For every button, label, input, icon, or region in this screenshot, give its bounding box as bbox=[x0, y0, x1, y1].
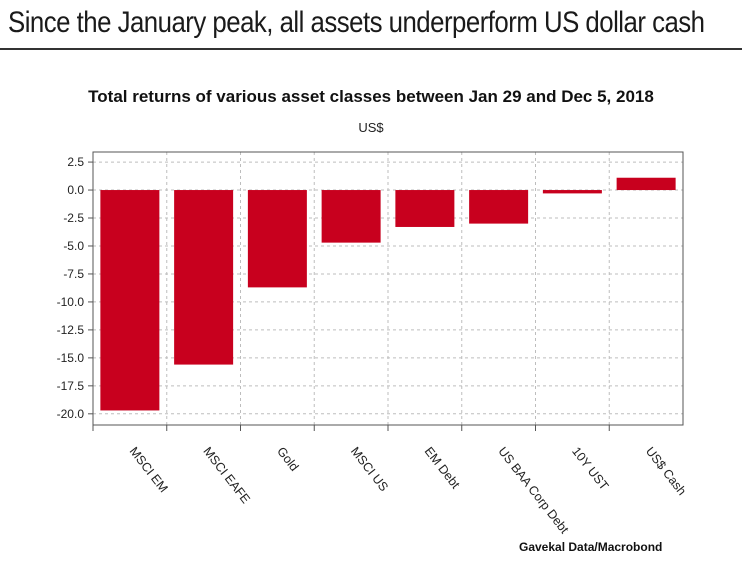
y-tick-label: -7.5 bbox=[63, 267, 84, 281]
x-axis-ticks: MSCI EM MSCI EAFE Gold MSCI US EM Debt US BAA… bbox=[92, 425, 689, 537]
y-tick-label: -15.0 bbox=[57, 351, 85, 365]
y-tick-label: -10.0 bbox=[57, 295, 85, 309]
bar-msci-eafe bbox=[174, 190, 234, 365]
chart-units: US$ bbox=[358, 120, 384, 135]
y-tick-label: -12.5 bbox=[57, 323, 85, 337]
bar-gold bbox=[247, 190, 307, 288]
y-tick-label: -20.0 bbox=[57, 407, 85, 421]
y-tick-label: -5.0 bbox=[63, 239, 84, 253]
bars bbox=[100, 177, 676, 411]
bar-msci-us bbox=[321, 190, 381, 243]
x-tick-label: US$ Cash bbox=[643, 444, 689, 498]
y-tick-label: 0.0 bbox=[67, 183, 84, 197]
source-note: Gavekal Data/Macrobond bbox=[519, 540, 663, 554]
bar-10y-ust bbox=[542, 190, 602, 194]
x-tick-label: MSCI US bbox=[348, 444, 391, 494]
chart-title: Total returns of various asset classes b… bbox=[88, 87, 654, 106]
bar-em-debt bbox=[395, 190, 455, 227]
x-tick-label: EM Debt bbox=[422, 444, 463, 491]
x-tick-label: 10Y UST bbox=[569, 444, 611, 493]
headline: Since the January peak, all assets under… bbox=[8, 6, 705, 39]
x-tick-label: Gold bbox=[274, 444, 301, 473]
y-axis-ticks: 2.5 0.0 -2.5 -5.0 -7.5 -10.0 -12.5 -15.0 -17.5 -2… bbox=[57, 155, 93, 421]
bar-msci-em bbox=[100, 190, 160, 411]
x-tick-label: MSCI EAFE bbox=[200, 444, 253, 506]
x-tick-label: US BAA Corp Debt bbox=[495, 444, 571, 536]
headline-rule bbox=[0, 48, 742, 50]
y-tick-label: -2.5 bbox=[63, 211, 84, 225]
bar-us-cash bbox=[616, 177, 676, 191]
x-tick-label: MSCI EM bbox=[127, 444, 171, 495]
y-tick-label: 2.5 bbox=[67, 155, 84, 169]
bar-us-baa-corp-debt bbox=[469, 190, 529, 224]
y-tick-label: -17.5 bbox=[57, 379, 85, 393]
